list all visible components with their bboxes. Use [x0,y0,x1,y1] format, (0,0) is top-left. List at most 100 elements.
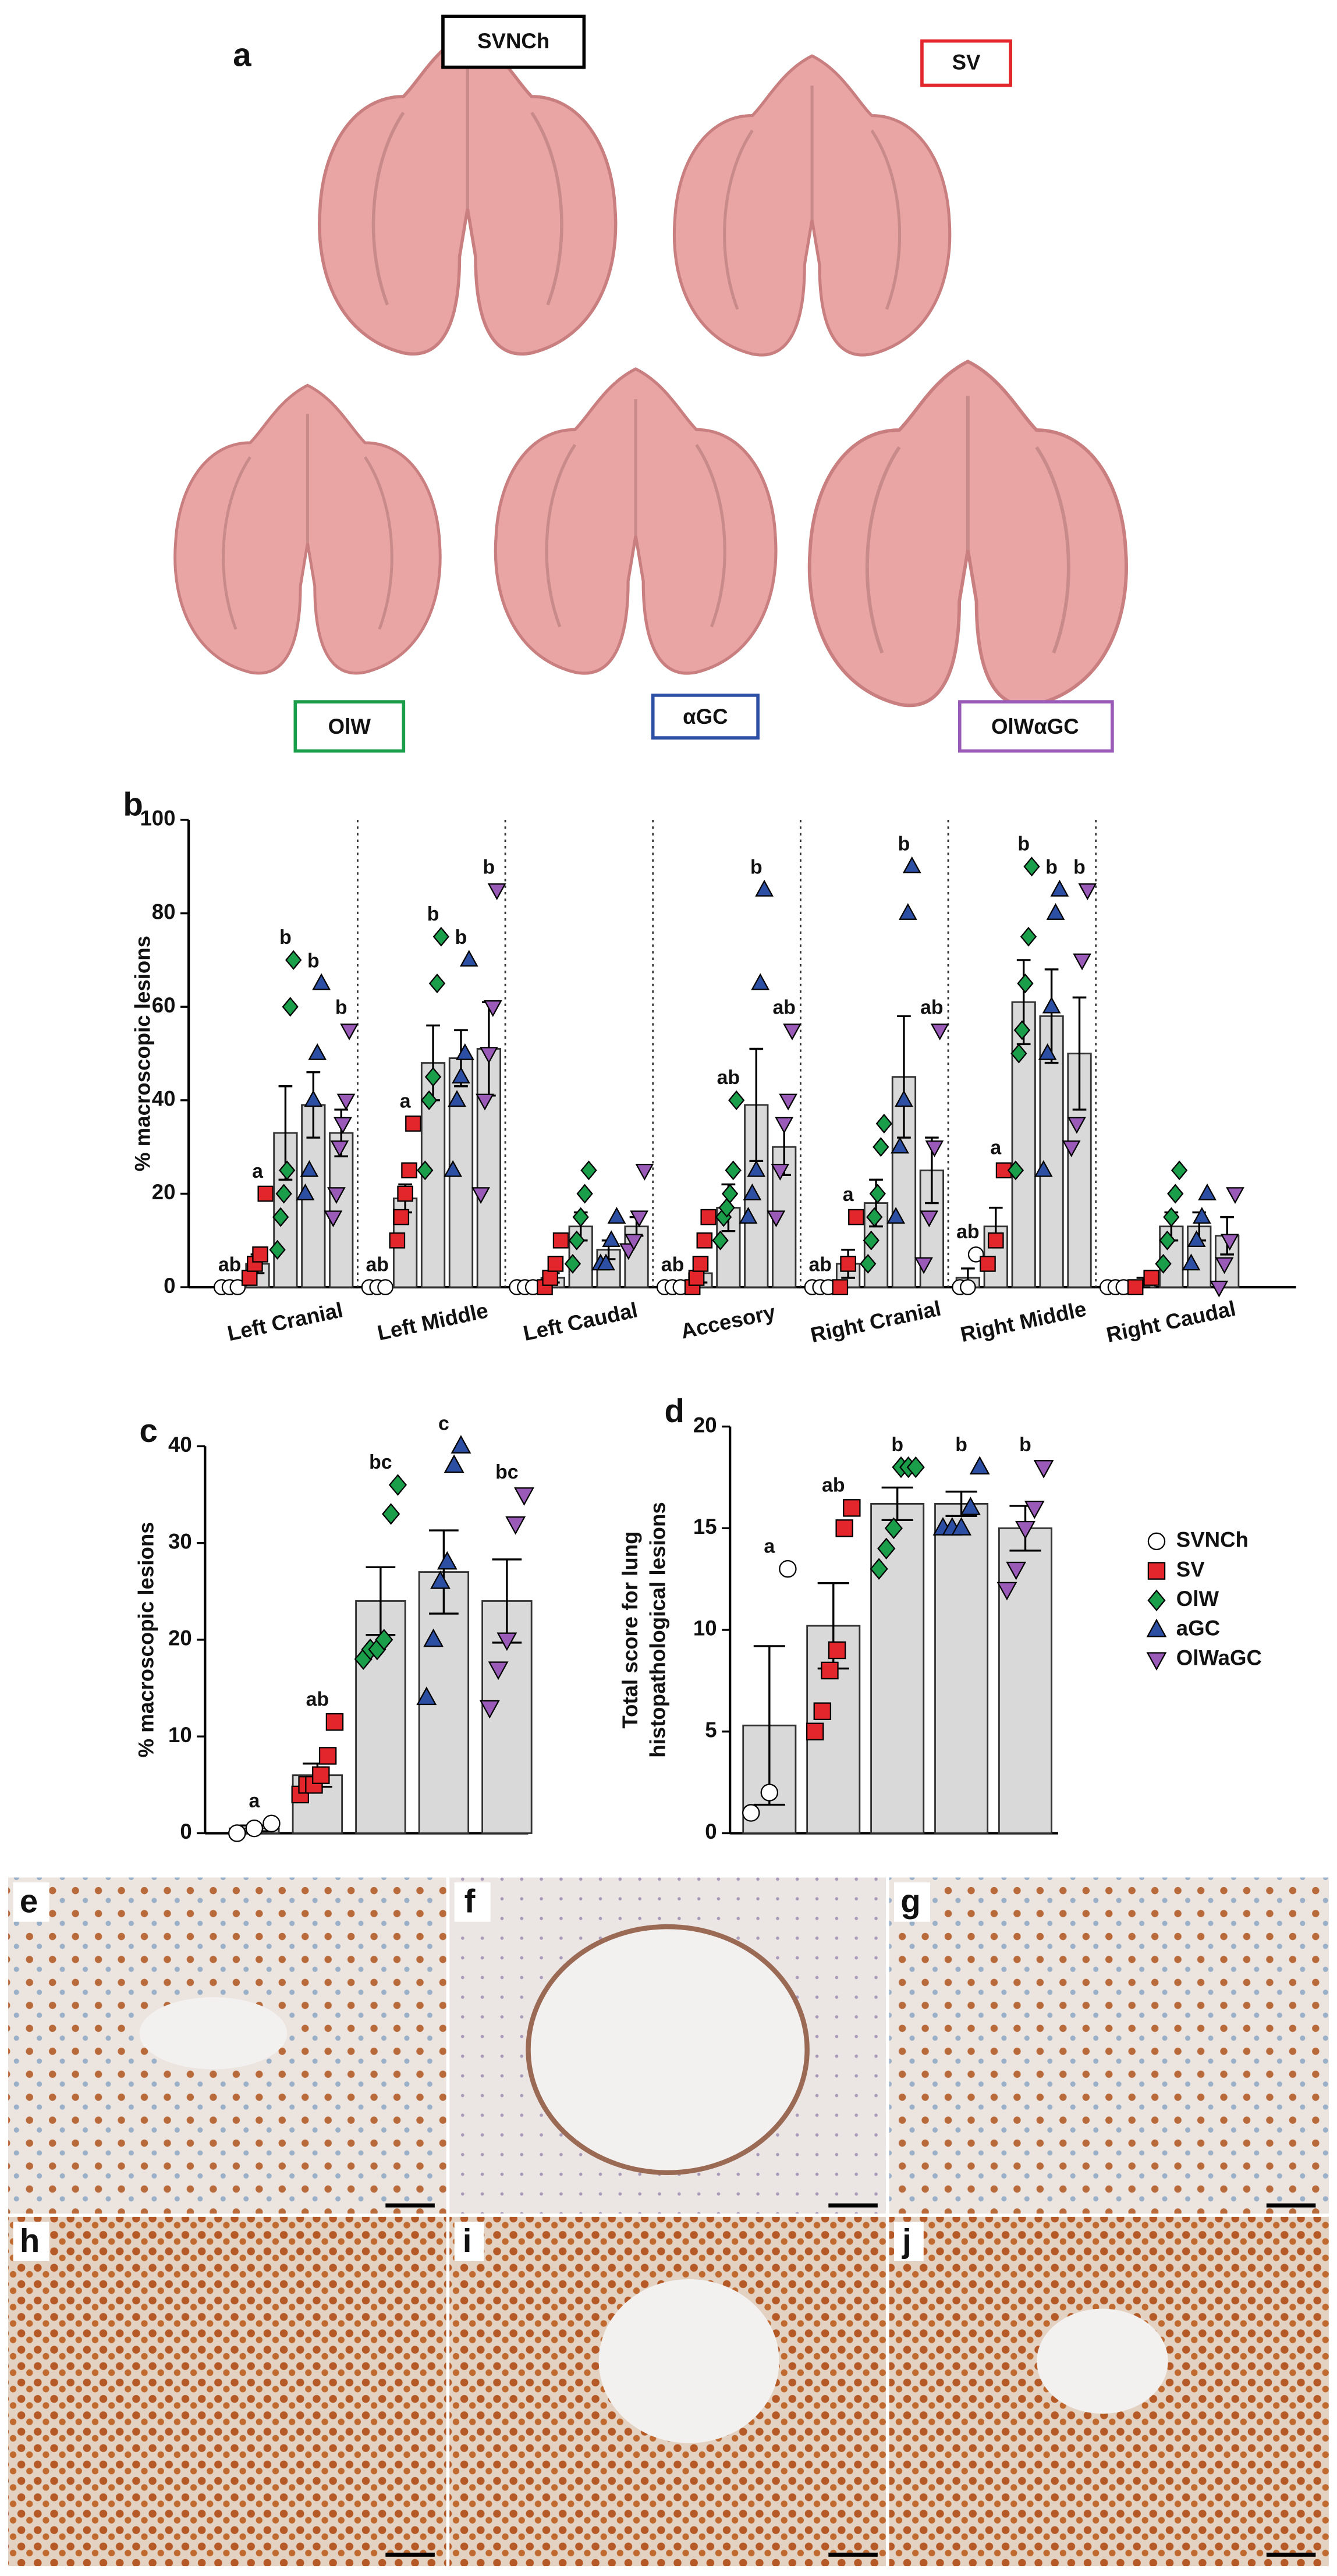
significance-letter: ab [717,1067,740,1089]
bar [934,1502,989,1834]
panel-label: c [140,1412,158,1449]
point [987,1232,1004,1249]
x-tick-label: Right Caudal [1104,1296,1237,1347]
point [471,1187,490,1204]
significance-letter: bc [369,1451,392,1473]
point [476,1093,494,1111]
error-bar [897,1015,911,1139]
legend-label: OlW [1176,1587,1219,1611]
significance-letter: b [455,926,467,948]
point [1023,857,1040,877]
point [275,1184,292,1204]
point [873,1137,889,1157]
significance-letter: ab [920,997,943,1019]
lung-photo [320,33,616,354]
point [886,1207,905,1224]
micrograph-panel: e f g h i j [8,1877,1329,2567]
panel-label: i [463,2222,472,2259]
point [914,1257,933,1274]
point [821,1661,839,1680]
point [1198,1183,1217,1200]
y-tick-label: 40 [168,1433,192,1456]
micrograph [8,2216,446,2567]
significance-letter: ab [218,1253,241,1275]
label-box [957,700,1114,753]
label-box [293,700,406,753]
point [388,1474,407,1496]
point [542,1270,559,1286]
significance-letter: c [438,1413,449,1435]
point [891,1136,909,1154]
significance-letter: a [249,1790,260,1812]
label-bg [454,2222,484,2261]
point [630,1210,649,1228]
group-label: SV [952,51,981,74]
group-label: αGC [683,705,728,729]
point [902,856,921,873]
scale-bars [385,2203,1316,2557]
point [884,1517,903,1539]
point [444,1160,463,1177]
significance-letter: b [1017,833,1030,855]
point [1068,1117,1086,1134]
point [960,1497,981,1515]
point [771,1164,790,1181]
y-tick-label: 60 [152,993,176,1017]
point [428,973,446,994]
point [308,1043,327,1060]
point [269,1239,286,1260]
point [421,1090,438,1110]
significance-letter: b [279,926,292,948]
point [318,1747,337,1765]
significance-letter: b [898,833,910,855]
significance-letter: ab [366,1253,389,1275]
label-bg [13,1882,49,1922]
point [1192,1207,1211,1224]
significance-letter: ab [772,997,795,1019]
point [1159,1230,1176,1250]
point [1034,1160,1053,1177]
group-label: SVNCh [477,29,549,53]
lung-photo [810,361,1126,705]
airway [526,1924,810,2176]
point [1226,1187,1244,1204]
point [304,1090,323,1107]
point [743,1183,762,1200]
point [568,1230,585,1250]
point [906,1456,925,1479]
significance-letter: ab [808,1253,831,1275]
point [389,1232,406,1249]
point [1171,1160,1188,1181]
point [416,1686,437,1706]
y-tick-label: 20 [168,1626,192,1650]
point [840,1256,856,1272]
point [751,973,770,990]
point [547,1256,564,1272]
panel-label: b [123,786,143,822]
significance-letter: b [750,857,763,879]
point [806,1722,824,1740]
point [895,1090,913,1107]
point [755,879,774,897]
label-bg [894,1882,931,1922]
panel-label: g [900,1883,920,1920]
point [324,1210,343,1228]
error-bar [753,1645,785,1806]
point [1073,953,1091,971]
point [479,1700,500,1719]
significance-letter: ab [306,1689,329,1711]
panel-label: a [233,37,251,73]
legend-label: OlWaGC [1176,1646,1262,1669]
point [728,1090,745,1110]
point [296,1183,315,1200]
point [1187,1230,1206,1248]
error-bar [1044,968,1059,1064]
point [775,1117,794,1134]
point [1020,926,1037,947]
group-label: OlWαGC [991,715,1079,738]
point [1147,1562,1166,1580]
point [1163,1207,1180,1227]
point [564,1253,581,1274]
group-label: OlW [328,715,371,738]
photo-panel: a SVNCh SV OlW αGC OlWαGC [175,15,1126,753]
